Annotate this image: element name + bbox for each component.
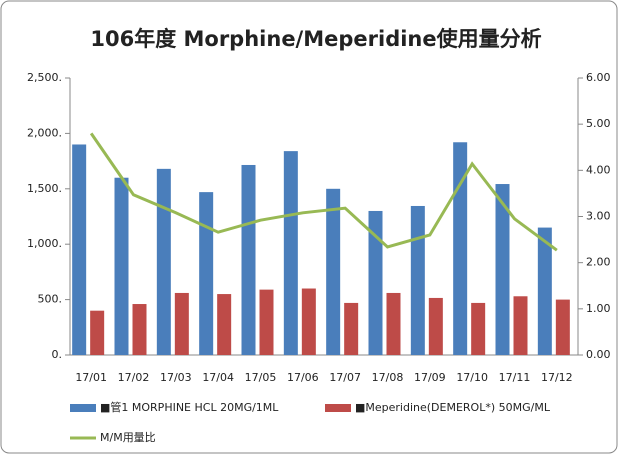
bar [259,289,274,355]
x-tick-label: 17/10 [456,371,488,384]
legend-label: M/M用量比 [100,431,156,444]
y2-tick-label: 1.00 [586,302,611,315]
bar [471,302,486,355]
y-tick-label: 1,000. [27,237,62,250]
legend-swatch [70,404,96,412]
x-tick-label: 17/02 [118,371,150,384]
x-tick-label: 17/09 [414,371,446,384]
x-tick-label: 17/07 [329,371,361,384]
bar [453,142,468,355]
x-tick-label: 17/12 [541,371,573,384]
y2-tick-label: 3.00 [586,210,611,223]
bar [537,227,552,355]
bar [132,304,147,355]
line [89,132,558,252]
bar [344,302,359,355]
y-tick-label: 2,000. [27,126,62,139]
x-tick-label: 17/11 [499,371,531,384]
bar [156,168,171,355]
y-tick-label: 2,500. [27,71,62,84]
bar [114,177,129,355]
chart-title: 106年度 Morphine/Meperidine使用量分析 [90,27,541,51]
y2-tick-label: 4.00 [586,163,611,176]
bar [174,292,189,355]
bar [386,292,401,355]
bar [410,205,425,355]
bar [283,151,298,355]
bar [72,144,87,355]
x-tick-label: 17/05 [245,371,277,384]
x-tick-label: 17/03 [160,371,192,384]
y-tick-label: 0. [52,348,63,361]
y2-tick-label: 6.00 [586,71,611,84]
bar [217,294,232,355]
bar [555,299,570,355]
bar [428,297,443,355]
bar [513,296,528,355]
x-tick-label: 17/01 [75,371,107,384]
legend-label: ■管1 MORPHINE HCL 20MG/1ML [100,400,279,414]
legend-swatch [325,404,351,412]
x-tick-label: 17/06 [287,371,319,384]
y2-tick-label: 5.00 [586,117,611,130]
bar [368,210,383,355]
bar [326,188,341,355]
bar [301,288,316,355]
legend-label: ■Meperidine(DEMEROL*) 50MG/ML [355,401,551,414]
y2-tick-label: 2.00 [586,256,611,269]
x-tick-label: 17/08 [372,371,404,384]
y-tick-label: 1,500. [27,182,62,195]
y-tick-label: 500. [38,293,63,306]
bar [495,184,510,355]
bar [90,310,105,355]
bar [199,192,214,355]
bar [241,164,256,355]
y2-tick-label: 0.00 [586,348,611,361]
x-tick-label: 17/04 [202,371,234,384]
